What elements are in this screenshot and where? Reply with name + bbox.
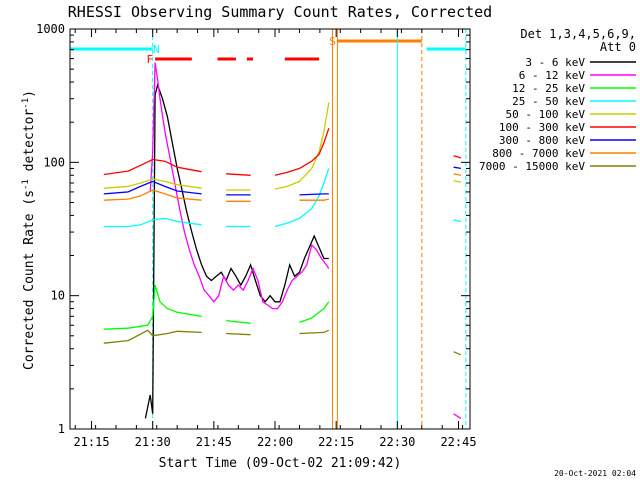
y-axis-label-sup1: -1 [21,179,31,190]
series-line-2-seg-4 [299,301,330,324]
annotation-layer: F S N [70,29,467,429]
y-axis-label-part1: Corrected Count Rate (s [22,190,37,370]
series-line-4-seg-3 [274,102,330,190]
series-line-8-seg-1 [103,329,202,344]
saa-label: S [329,35,336,48]
x-tick-label-0: 21:15 [73,435,109,449]
series-line-7-seg-5 [453,173,462,176]
axis-layer: 21:15 21:30 21:45 22:00 22:15 22:30 22:45 1 10 10… [36,22,476,449]
x-tick-label-5: 22:30 [379,435,415,449]
x-axis-label: Start Time (09-Oct-02 21:09:42) [159,456,402,471]
series-line-5-seg-2 [226,173,251,176]
y-axis-label: Corrected Count Rate (s-1 detector-1) [21,90,37,370]
series-line-4-seg-4 [453,179,462,183]
y-axis-label-sup2: -1 [21,98,31,109]
y-axis-label-part3: ) [22,90,37,98]
x-tick-label-3: 22:00 [257,435,293,449]
series-line-5-seg-4 [453,155,462,159]
x-tick-label-2: 21:45 [196,435,232,449]
legend-label-2: 12 - 25 keV [512,82,585,95]
legend-header-line2: Att 0 [600,40,636,54]
series-line-5-seg-1 [103,158,202,176]
series-layer [103,62,462,419]
series-line-3-seg-3 [274,168,330,228]
series-line-3-seg-1 [103,217,202,228]
series-line-6-seg-1 [103,180,202,195]
series-line-7-seg-4 [299,198,329,201]
flare-label: F [146,53,153,66]
series-line-2-seg-2 [226,319,251,324]
plot-frame [69,28,471,430]
series-line-0-seg-0 [144,82,329,419]
series-line-8-seg-5 [453,351,462,356]
chart-title: RHESSI Observing Summary Count Rates, Co… [68,3,492,21]
series-line-5-seg-3 [274,128,330,176]
y-axis-label-part2: detector [22,109,37,180]
y-tick-label-0: 1 [58,422,65,436]
legend-label-4: 50 - 100 keV [506,108,586,121]
series-line-6-seg-4 [299,193,329,196]
series-line-8-seg-2 [226,332,251,336]
series-line-1-seg-0 [149,62,330,310]
footer-timestamp: 20-Oct-2021 02:04 [554,469,636,478]
series-line-4-seg-1 [103,178,202,189]
y-tick-label-2: 100 [43,155,65,169]
legend-label-8: 7000 - 15000 keV [479,160,585,173]
y-tick-label-1: 10 [51,289,65,303]
legend-label-3: 25 - 50 keV [512,95,585,108]
legend-label-1: 6 - 12 keV [519,69,586,82]
x-tick-label-6: 22:45 [440,435,476,449]
series-line-2-seg-1 [103,284,202,330]
series-line-1-seg-1 [453,413,462,419]
legend-label-7: 800 - 7000 keV [492,147,585,160]
series-line-7-seg-1 [103,189,202,201]
legend-label-0: 3 - 6 keV [525,56,585,69]
night-label: N [153,43,160,56]
series-line-3-seg-4 [453,219,462,223]
legend-header-line1: Det 1,3,4,5,6,9, [520,27,636,41]
x-tick-label-1: 21:30 [135,435,171,449]
x-tick-label-4: 22:15 [318,435,354,449]
legend-label-6: 300 - 800 keV [499,134,585,147]
legend-label-5: 100 - 300 keV [499,121,585,134]
series-line-8-seg-4 [299,329,330,335]
y-tick-label-3: 1000 [36,22,65,36]
series-line-6-seg-5 [453,166,462,170]
